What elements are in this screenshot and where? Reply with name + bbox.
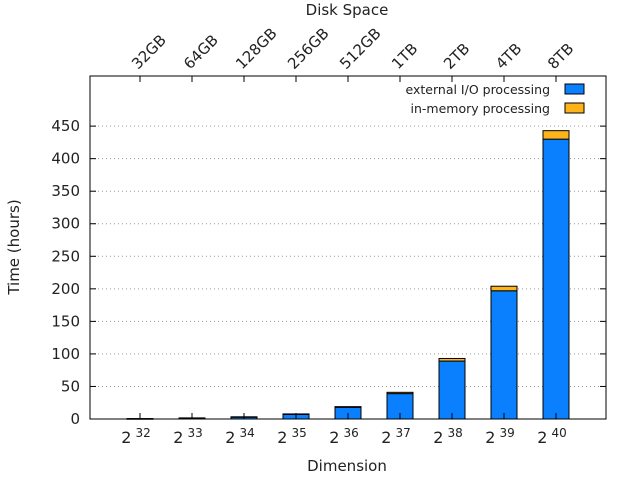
x-tick-label: 2 35 — [277, 426, 306, 447]
legend: external I/O processing in-memory process… — [406, 82, 585, 116]
x-axis-label: Dimension — [307, 457, 387, 475]
x-tick-base: 2 — [381, 428, 391, 447]
bar-external-io — [542, 138, 570, 420]
x2-tick-label: 128GB — [232, 24, 280, 72]
grid-lines — [90, 125, 606, 387]
x-tick-exponent: 36 — [343, 426, 358, 440]
y-tick-label: 0 — [70, 410, 80, 428]
x-tick-label: 2 38 — [433, 426, 462, 447]
x-tick-label: 2 32 — [121, 426, 150, 447]
top-axis-label: Disk Space — [306, 1, 389, 19]
x-tick-exponent: 39 — [499, 426, 514, 440]
y-tick-label: 100 — [51, 345, 80, 363]
x-tick-label: 2 37 — [381, 426, 410, 447]
legend-swatch — [564, 83, 585, 95]
legend-label: in-memory processing — [411, 101, 550, 116]
x-tick-exponent: 38 — [447, 426, 462, 440]
bar-in-memory — [386, 391, 414, 395]
x-tick-exponent: 37 — [395, 426, 410, 440]
y-axis-label: Time (hours) — [5, 199, 23, 295]
x-tick-base: 2 — [329, 428, 339, 447]
x-tick-base: 2 — [225, 428, 235, 447]
y-tick-label: 50 — [61, 377, 80, 395]
x2-tick-label: 32GB — [128, 31, 170, 73]
legend-swatch — [564, 102, 585, 114]
y-tick-label: 400 — [51, 150, 80, 168]
x-tick-base: 2 — [485, 428, 495, 447]
x-tick-exponent: 34 — [239, 426, 254, 440]
x-tick-label: 2 40 — [537, 426, 566, 447]
x-tick-label: 2 36 — [329, 426, 358, 447]
x-tick-exponent: 35 — [291, 426, 306, 440]
x-tick-label: 2 34 — [225, 426, 254, 447]
bar-external-io — [438, 360, 466, 420]
y-tick-label: 350 — [51, 182, 80, 200]
y-tick-label: 200 — [51, 280, 80, 298]
y-tick-label: 450 — [51, 117, 80, 135]
x-tick-base: 2 — [121, 428, 131, 447]
x-tick-base: 2 — [433, 428, 443, 447]
x-tick-label: 2 39 — [485, 426, 514, 447]
x-tick-exponent: 40 — [551, 426, 566, 440]
x-tick-base: 2 — [173, 428, 183, 447]
bar-in-memory — [334, 406, 362, 408]
bar-in-memory — [490, 285, 518, 292]
y-tick-label: 250 — [51, 247, 80, 265]
bar-external-io — [490, 290, 518, 420]
x2-tick-label: 8TB — [544, 40, 577, 73]
x2-tick-label: 512GB — [336, 24, 384, 72]
bars — [126, 130, 570, 420]
x-tick-exponent: 33 — [187, 426, 202, 440]
bar-in-memory — [438, 357, 466, 362]
x2-tick-label: 1TB — [388, 40, 421, 73]
x-tick-exponent: 32 — [135, 426, 150, 440]
y-tick-label: 300 — [51, 215, 80, 233]
y-tick-label: 150 — [51, 312, 80, 330]
x2-tick-label: 64GB — [180, 31, 222, 73]
x2-tick-label: 4TB — [492, 40, 525, 73]
x-tick-base: 2 — [277, 428, 287, 447]
legend-label: external I/O processing — [406, 82, 550, 97]
plot-frame — [89, 75, 607, 420]
x-tick-label: 2 33 — [173, 426, 202, 447]
bar-in-memory — [542, 130, 570, 140]
x2-tick-label: 2TB — [440, 40, 473, 73]
x2-tick-label: 256GB — [284, 24, 332, 72]
x-tick-base: 2 — [537, 428, 547, 447]
